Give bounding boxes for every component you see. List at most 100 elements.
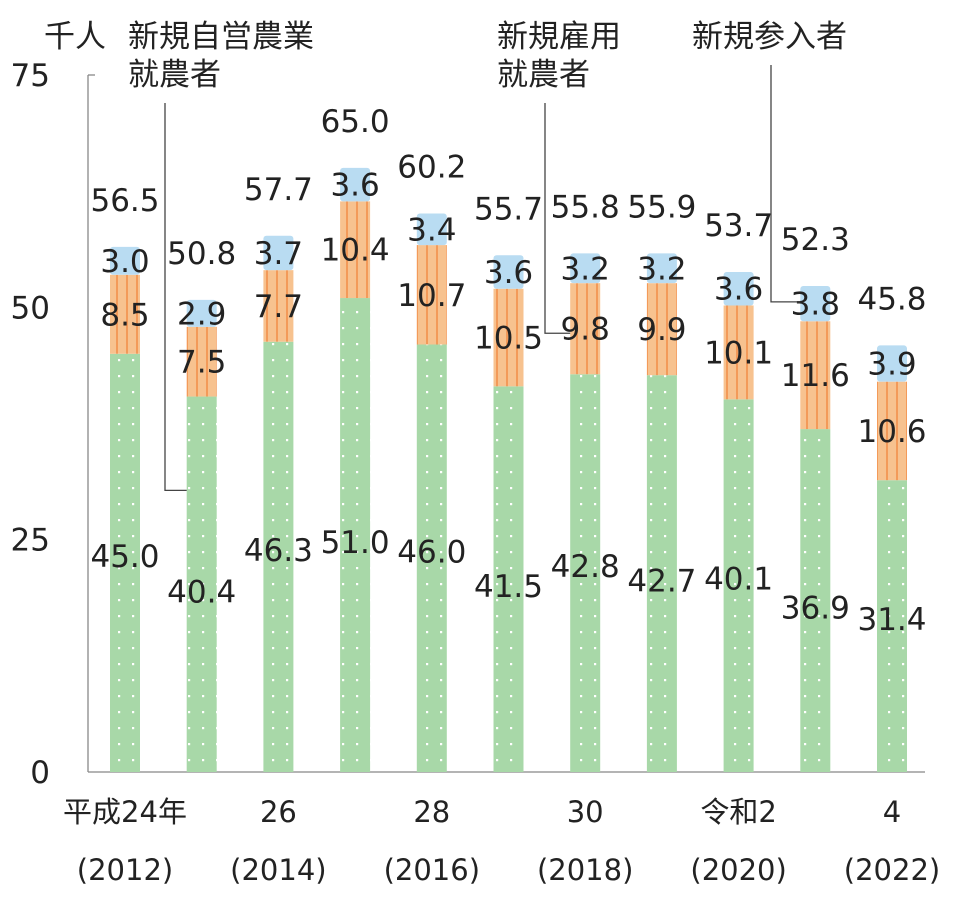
y-unit-label: 千人: [44, 19, 106, 55]
bar-segment-series-3: [416, 213, 447, 246]
label-series-1: 42.8: [551, 549, 620, 585]
x-tick-year: (2014): [230, 853, 326, 887]
bar-segment-series-2: [646, 283, 677, 376]
bar-segment-series-1: [493, 386, 524, 772]
bar-segment-series-2: [340, 201, 371, 299]
x-tick-year: (2016): [384, 853, 480, 887]
bar-segment-series-3: [340, 167, 371, 202]
x-tick-year: (2020): [690, 853, 786, 887]
label-total: 56.5: [90, 183, 159, 219]
label-total: 57.7: [244, 172, 313, 208]
bar-segment-series-1: [110, 353, 140, 772]
x-tick-label: 30: [567, 795, 604, 829]
bar-segment-series-3: [800, 285, 831, 322]
bar-segment-series-1: [263, 341, 294, 772]
x-tick-year: (2022): [844, 853, 940, 887]
x-tick-label: 令和2: [700, 795, 776, 829]
label-series-1: 41.5: [474, 569, 543, 605]
bar-segment-series-1: [800, 429, 831, 772]
bar-segment-series-3: [570, 253, 601, 284]
label-series-3: 3.2: [561, 251, 610, 287]
label-total: 55.9: [627, 189, 696, 225]
label-series-2: 10.5: [474, 321, 543, 357]
label-series-3: 3.6: [330, 168, 379, 204]
bars: [110, 167, 907, 772]
series-name-1: 就農者: [128, 57, 221, 93]
bar-segment-series-1: [646, 375, 677, 772]
bar-segment-series-3: [493, 255, 524, 289]
label-series-1: 46.0: [397, 534, 466, 570]
series-name-3: 新規参入者: [692, 19, 847, 55]
label-series-2: 10.7: [397, 278, 466, 314]
x-axis-labels: 平成24年 (2012) 26 (2014) 28 (2016) 30 (2018) 令和2 (2…: [63, 795, 940, 887]
x-tick-year: (2018): [537, 853, 633, 887]
label-series-2: 7.5: [177, 345, 226, 381]
y-tick-label: 50: [11, 290, 50, 326]
leader-line-series-2: [544, 103, 571, 334]
label-series-3: 3.6: [714, 272, 763, 308]
label-series-1: 46.3: [244, 533, 313, 569]
label-series-3: 3.7: [254, 236, 303, 272]
label-total: 60.2: [397, 149, 466, 185]
label-series-1: 42.7: [627, 564, 696, 600]
label-total: 50.8: [167, 236, 236, 272]
bar-segment-series-3: [110, 246, 140, 275]
bar-segment-series-1: [416, 344, 447, 772]
label-series-3: 3.2: [637, 251, 686, 287]
label-series-2: 10.1: [704, 335, 773, 371]
bar-segment-series-1: [340, 298, 371, 772]
label-series-1: 45.0: [90, 539, 159, 575]
label-series-1: 36.9: [781, 591, 850, 627]
label-series-2: 9.8: [561, 312, 610, 348]
label-total: 55.7: [474, 191, 543, 227]
label-total: 52.3: [781, 222, 850, 258]
label-series-1: 51.0: [321, 525, 390, 561]
label-series-3: 3.0: [100, 244, 149, 280]
bar-segment-series-2: [570, 283, 601, 375]
x-tick-year: (2012): [77, 853, 173, 887]
bar-segment-series-3: [186, 299, 217, 327]
data-labels: 45.0 8.5 3.0 56.5 40.4 7.5 2.9 50.8 46.3 7.7 3.7 57…: [90, 104, 926, 638]
x-tick-label: 4: [883, 795, 901, 829]
label-series-3: 2.9: [177, 296, 226, 332]
label-total: 55.8: [551, 189, 620, 225]
label-series-2: 10.4: [321, 233, 390, 269]
bar-segment-series-1: [570, 374, 601, 772]
series-name-2: 新規雇用: [497, 19, 621, 55]
label-series-3: 3.9: [867, 347, 916, 383]
leader-line-series-3: [770, 65, 801, 303]
bar-segment-series-1: [877, 480, 907, 772]
label-series-1: 40.4: [167, 574, 236, 610]
label-total: 53.7: [704, 208, 773, 244]
bar-segment-series-2: [723, 305, 754, 400]
leader-line-series-1: [164, 103, 187, 492]
series-name-1: 新規自営農業: [128, 19, 314, 55]
series-name-2: 就農者: [497, 57, 590, 93]
x-tick-label: 28: [413, 795, 450, 829]
bar-segment-series-3: [646, 253, 677, 284]
label-series-2: 9.9: [637, 312, 686, 348]
label-series-2: 8.5: [100, 297, 149, 333]
bar-segment-series-2: [110, 274, 140, 354]
label-total: 45.8: [857, 281, 926, 317]
label-series-1: 31.4: [857, 602, 926, 638]
bar-segment-series-2: [800, 321, 831, 430]
label-series-1: 40.1: [704, 562, 773, 598]
label-series-3: 3.8: [791, 287, 840, 323]
y-tick-label: 25: [11, 523, 50, 559]
label-series-2: 11.6: [781, 358, 850, 394]
label-total: 65.0: [321, 104, 390, 140]
label-series-2: 7.7: [254, 289, 303, 325]
bar-segment-series-2: [493, 288, 524, 387]
label-series-3: 3.4: [407, 212, 456, 248]
x-tick-label: 26: [260, 795, 297, 829]
bar-segment-series-1: [186, 396, 217, 772]
bar-segment-series-2: [416, 245, 447, 345]
label-series-3: 3.6: [484, 255, 533, 291]
label-series-2: 10.6: [857, 414, 926, 450]
bar-segment-series-2: [877, 381, 907, 481]
bar-segment-series-3: [723, 272, 754, 306]
